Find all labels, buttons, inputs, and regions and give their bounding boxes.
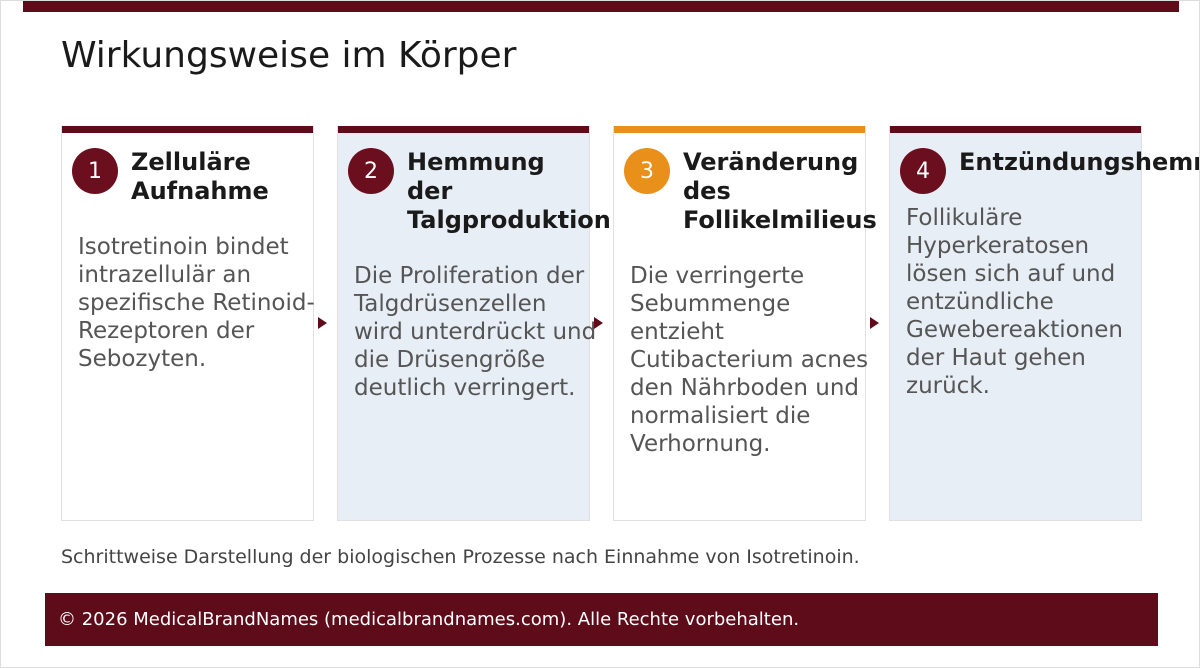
step-text: Isotretinoin bindet intrazellulär an spe… — [78, 234, 315, 372]
step-card: 2 Hemmung der Talgproduktion Die Prolifera… — [337, 126, 611, 521]
title: Wirkungsweise im Körper — [61, 35, 517, 76]
footer: © 2026 MedicalBrandNames (medicalbrandna… — [45, 593, 1158, 646]
step-number: 2 — [348, 148, 394, 194]
step-text: Follikuläre Hyperkeratosen lösen sich au… — [906, 205, 1123, 399]
step-text: Die Proliferation der Talgdrüsenzellen w… — [354, 263, 597, 401]
top-bar — [23, 1, 1179, 12]
step-number: 3 — [624, 148, 670, 194]
arrow — [318, 317, 327, 329]
arrow — [594, 317, 603, 329]
card-accent — [890, 126, 1141, 133]
step-card: 3 Veränderung des Follikelmilieus Die verr… — [613, 126, 877, 521]
step-text: Die verringerte Sebummenge entzieht Cuti… — [630, 263, 869, 457]
card-accent — [62, 126, 313, 133]
step-title: Zelluläre Aufnahme — [131, 148, 269, 205]
step-number: 4 — [900, 148, 946, 194]
caption: Schrittweise Darstellung der biologische… — [61, 546, 860, 568]
step-card: 1 Zelluläre Aufnahme Isotretinoin bindet i… — [61, 126, 315, 521]
step-title: Veränderung des Follikelmilieus — [683, 148, 877, 234]
step-title: Hemmung der Talgproduktion — [407, 148, 611, 234]
step-title: Entzündungshemmung — [959, 148, 1199, 176]
step-number: 1 — [72, 148, 118, 194]
card-accent — [338, 126, 589, 133]
step-card: 4 Entzündungshemmung Follikuläre Hyperkera… — [889, 126, 1199, 521]
card-accent — [614, 126, 865, 133]
arrow — [870, 317, 879, 329]
